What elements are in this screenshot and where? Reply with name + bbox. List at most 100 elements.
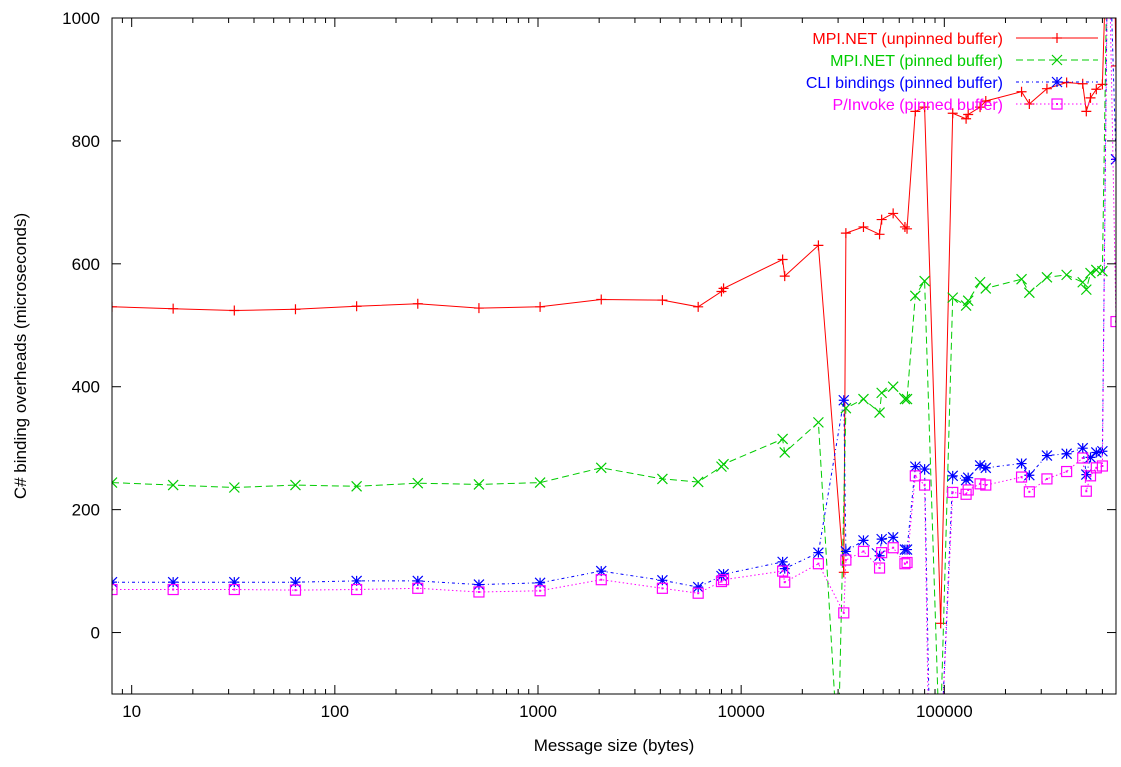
data-point-marker-dot [892, 546, 895, 549]
data-point-marker [473, 586, 485, 598]
data-point-marker [112, 583, 118, 596]
data-point-marker [876, 533, 888, 545]
data-point-marker [412, 575, 424, 587]
data-point-marker [1051, 54, 1063, 66]
data-point-marker [1041, 450, 1053, 461]
legend-label: MPI.NET (unpinned buffer) [812, 31, 1003, 48]
legend-label: P/Invoke (pinned buffer) [833, 97, 1003, 114]
data-point-marker-dot [967, 488, 970, 491]
data-point-marker [838, 567, 849, 578]
data-point-marker-dot [1056, 103, 1058, 105]
data-point-marker [947, 470, 959, 482]
data-point-marker-dot [1095, 466, 1098, 469]
data-point-marker [901, 556, 913, 569]
data-point-marker [919, 463, 931, 475]
data-point-marker [935, 618, 946, 629]
data-point-marker [1081, 106, 1092, 117]
data-point-marker-dot [903, 562, 906, 565]
data-point-marker [1051, 98, 1063, 110]
data-point-marker-dot [928, 754, 930, 756]
data-point-marker [779, 271, 790, 282]
data-point-marker-dot [1020, 476, 1023, 479]
axis-ticks [111, 17, 1117, 694]
data-point-marker [1041, 271, 1053, 283]
series-layer [112, 18, 1116, 760]
series-1 [112, 18, 1108, 694]
data-point-marker [473, 479, 485, 490]
data-point-marker [1077, 442, 1089, 454]
data-point-marker [1085, 451, 1096, 463]
data-point-marker [412, 477, 424, 489]
data-point-marker [1096, 460, 1108, 472]
data-point-marker [718, 458, 729, 470]
data-point-marker [974, 459, 986, 471]
data-point-marker [899, 558, 911, 570]
data-point-marker [858, 221, 869, 232]
data-point-marker [228, 576, 240, 588]
data-point-marker [692, 587, 704, 599]
data-point-marker [290, 479, 301, 491]
data-point-marker [919, 479, 931, 491]
data-point-marker [228, 583, 240, 596]
data-point-marker [1077, 78, 1088, 89]
data-point-marker [167, 583, 179, 596]
data-point-marker-dot [979, 482, 982, 485]
data-point-marker [717, 574, 730, 586]
data-point-marker [777, 556, 789, 568]
y-tick-label: 600 [72, 255, 100, 274]
data-point-marker [1090, 447, 1102, 458]
data-point-marker-dot [965, 493, 968, 496]
data-point-marker [874, 550, 885, 562]
data-point-marker [919, 275, 931, 287]
legend-label: MPI.NET (pinned buffer) [830, 53, 1003, 70]
data-point-marker [412, 582, 424, 594]
data-point-marker [974, 478, 986, 490]
data-point-marker [858, 534, 869, 546]
data-point-marker [902, 223, 913, 234]
data-point-marker [1097, 79, 1108, 90]
data-point-marker [289, 584, 302, 596]
data-point-marker [777, 254, 788, 265]
data-point-marker-dot [940, 754, 942, 756]
data-point-marker [779, 563, 791, 575]
x-tick-label: 10 [122, 702, 141, 721]
data-point-marker [779, 576, 791, 588]
data-point-marker [887, 531, 899, 543]
data-point-marker [777, 565, 789, 577]
data-point-marker-dot [878, 567, 881, 570]
series-2 [112, 18, 1116, 694]
data-point-marker [873, 562, 886, 574]
data-point-marker [1084, 470, 1097, 482]
data-point-marker [858, 393, 869, 405]
data-point-marker-dot [817, 562, 820, 565]
data-point-marker [876, 547, 888, 559]
legend-item: MPI.NET (pinned buffer) [830, 53, 1098, 70]
data-point-marker-dot [783, 581, 786, 584]
legend-item: CLI bindings (pinned buffer) [806, 75, 1098, 92]
data-point-marker [1016, 86, 1027, 97]
data-point-marker [813, 240, 824, 251]
data-point-marker [1080, 284, 1092, 296]
data-point-marker [975, 102, 986, 113]
data-point-marker [962, 484, 974, 496]
data-point-marker [876, 387, 888, 399]
data-point-marker [936, 750, 946, 760]
data-point-marker [112, 301, 117, 312]
data-point-marker [1061, 465, 1073, 478]
x-tick-label: 1000 [519, 702, 557, 721]
data-point-marker [692, 581, 704, 593]
data-point-marker [167, 576, 179, 588]
data-point-marker [351, 575, 363, 587]
data-point-marker [595, 462, 607, 474]
data-point-marker [1051, 76, 1063, 88]
series-3 [112, 18, 1116, 760]
data-point-marker [351, 480, 363, 492]
data-point-marker-dot [951, 491, 954, 494]
data-point-marker [1061, 269, 1073, 281]
legend-label: CLI bindings (pinned buffer) [806, 75, 1003, 92]
data-point-marker [857, 545, 870, 558]
series-line [112, 18, 1116, 624]
data-point-marker-dot [661, 587, 664, 590]
data-point-marker [962, 295, 974, 307]
